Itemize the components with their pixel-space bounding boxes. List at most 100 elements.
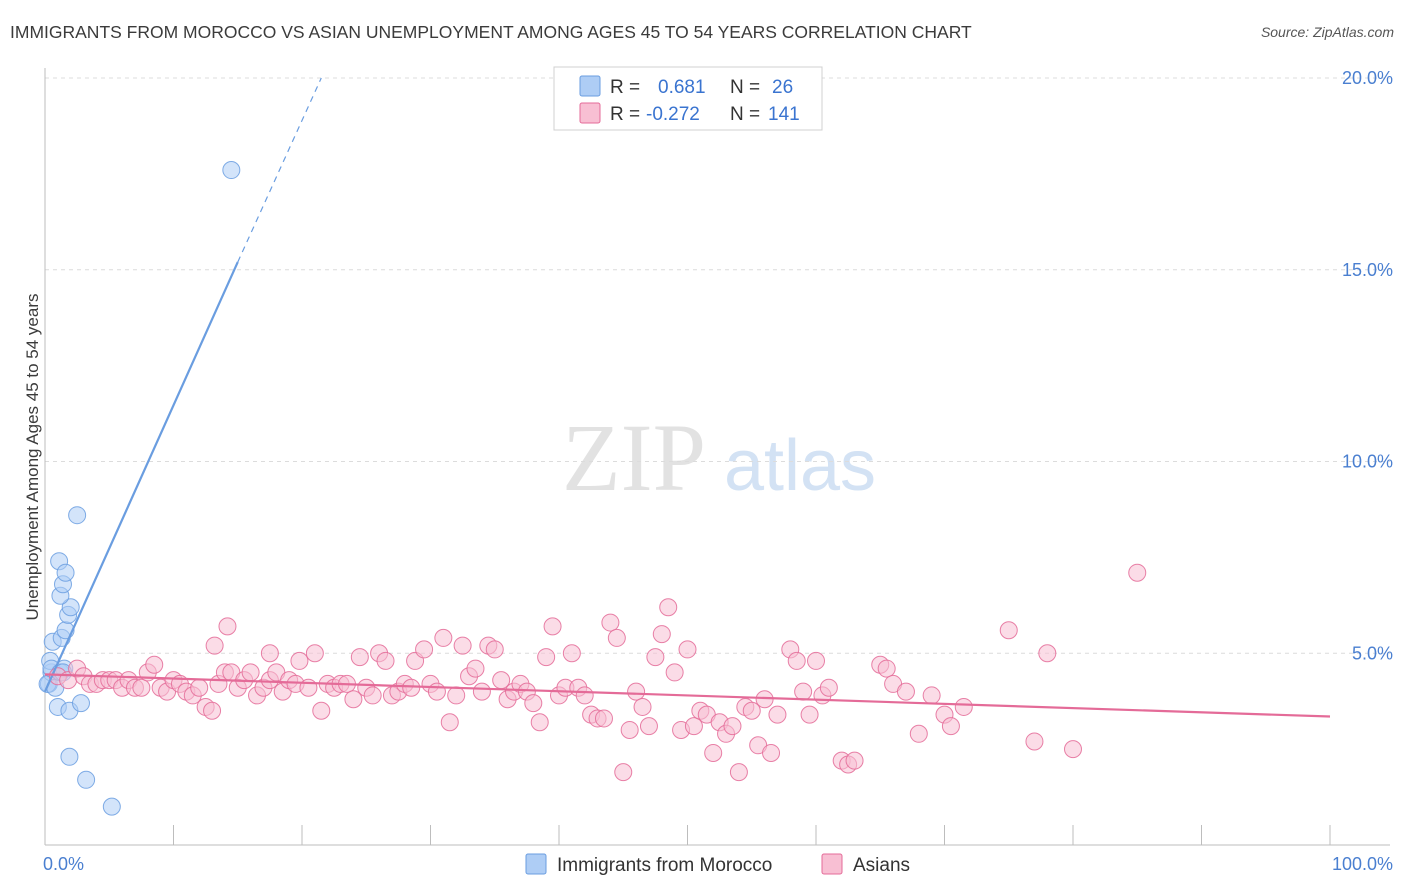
point-1-138 (1128, 563, 1147, 582)
legend-r-label-asians: R = (610, 104, 640, 125)
point-1-117 (794, 682, 813, 701)
point-1-128 (896, 682, 915, 701)
point-1-49 (350, 648, 369, 667)
y-tick-label-0: 5.0% (1352, 643, 1393, 663)
point-1-84 (575, 686, 594, 705)
legend-n-value-morocco: 26 (772, 77, 793, 98)
legend-swatch-morocco (579, 75, 601, 97)
point-1-76 (524, 694, 543, 713)
point-1-24 (205, 636, 224, 655)
point-1-65 (453, 636, 472, 655)
point-1-95 (646, 648, 665, 667)
point-1-63 (440, 713, 459, 732)
point-1-31 (241, 663, 260, 682)
point-1-59 (415, 640, 434, 659)
point-1-51 (363, 686, 382, 705)
point-1-118 (800, 705, 819, 724)
point-1-48 (344, 690, 363, 709)
x-tick-label-min: 0.0% (43, 854, 84, 874)
point-1-35 (260, 644, 279, 663)
point-0-17 (56, 563, 75, 582)
point-1-124 (845, 751, 864, 770)
tick-labels: 5.0% 10.0% 15.0% 20.0% 0.0% 100.0% (43, 68, 1393, 874)
trend-line-1 (44, 673, 1331, 718)
legend-n-label-morocco: N = (730, 77, 760, 98)
point-0-24 (222, 161, 241, 180)
point-1-135 (1025, 732, 1044, 751)
trend-line-0 (43, 261, 239, 693)
point-1-114 (768, 705, 787, 724)
point-1-90 (614, 763, 633, 782)
point-1-129 (909, 724, 928, 743)
point-1-23 (203, 701, 222, 720)
point-1-92 (627, 682, 646, 701)
point-1-78 (537, 648, 556, 667)
series-legend: Immigrants from Morocco Asians (525, 853, 910, 876)
point-1-126 (877, 659, 896, 678)
point-1-62 (434, 628, 453, 647)
point-1-110 (742, 701, 761, 720)
point-1-107 (723, 717, 742, 736)
trend-lines (43, 77, 1331, 718)
point-1-43 (312, 701, 331, 720)
point-1-97 (659, 598, 678, 617)
axes (44, 68, 1390, 846)
point-1-94 (639, 717, 658, 736)
gridlines (45, 77, 1390, 654)
source-label: Source: ZipAtlas.com (1260, 24, 1394, 40)
point-1-113 (762, 743, 781, 762)
chart-title: IMMIGRANTS FROM MOROCCO VS ASIAN UNEMPLO… (10, 22, 972, 42)
point-0-13 (61, 598, 80, 617)
point-1-70 (485, 640, 504, 659)
point-1-93 (633, 697, 652, 716)
series-points-1 (48, 563, 1147, 782)
point-1-88 (601, 613, 620, 632)
watermark: ZIP atlas (562, 404, 876, 511)
point-0-22 (77, 770, 96, 789)
point-1-61 (427, 682, 446, 701)
point-1-14 (145, 655, 164, 674)
series-legend-swatch-asians (821, 853, 843, 875)
point-1-98 (665, 663, 684, 682)
point-1-21 (190, 678, 209, 697)
watermark-zip: ZIP (562, 404, 706, 511)
point-0-21 (60, 747, 79, 766)
point-1-28 (218, 617, 237, 636)
point-1-82 (562, 644, 581, 663)
stats-legend: R = 0.681 N = 26 R = -0.272 N = 141 (553, 66, 823, 131)
legend-r-value-asians: -0.272 (646, 104, 700, 125)
point-1-130 (922, 686, 941, 705)
series-legend-swatch-morocco (525, 853, 547, 875)
legend-swatch-asians (579, 102, 601, 124)
point-1-68 (472, 682, 491, 701)
point-1-42 (305, 644, 324, 663)
legend-n-value-asians: 141 (768, 104, 800, 125)
point-1-87 (594, 709, 613, 728)
point-1-89 (607, 628, 626, 647)
point-1-116 (787, 651, 806, 670)
trend-extension-0 (237, 77, 322, 263)
point-0-20 (71, 694, 90, 713)
point-1-77 (530, 713, 549, 732)
legend-r-value-morocco: 0.681 (658, 77, 706, 98)
point-1-79 (543, 617, 562, 636)
point-1-67 (466, 659, 485, 678)
y-tick-label-3: 20.0% (1342, 68, 1393, 88)
point-1-100 (678, 640, 697, 659)
point-1-96 (652, 625, 671, 644)
series-legend-label-morocco: Immigrants from Morocco (557, 855, 772, 876)
point-1-101 (684, 717, 703, 736)
point-1-40 (290, 651, 309, 670)
point-1-104 (704, 743, 723, 762)
point-1-133 (954, 697, 973, 716)
y-tick-label-1: 10.0% (1342, 452, 1393, 472)
point-1-12 (132, 678, 151, 697)
legend-r-label-morocco: R = (610, 77, 640, 98)
point-1-121 (819, 678, 838, 697)
series-legend-label-asians: Asians (853, 855, 910, 876)
point-1-53 (376, 651, 395, 670)
x-tick-label-max: 100.0% (1332, 854, 1393, 874)
point-1-137 (1064, 740, 1082, 759)
point-1-57 (402, 678, 421, 697)
